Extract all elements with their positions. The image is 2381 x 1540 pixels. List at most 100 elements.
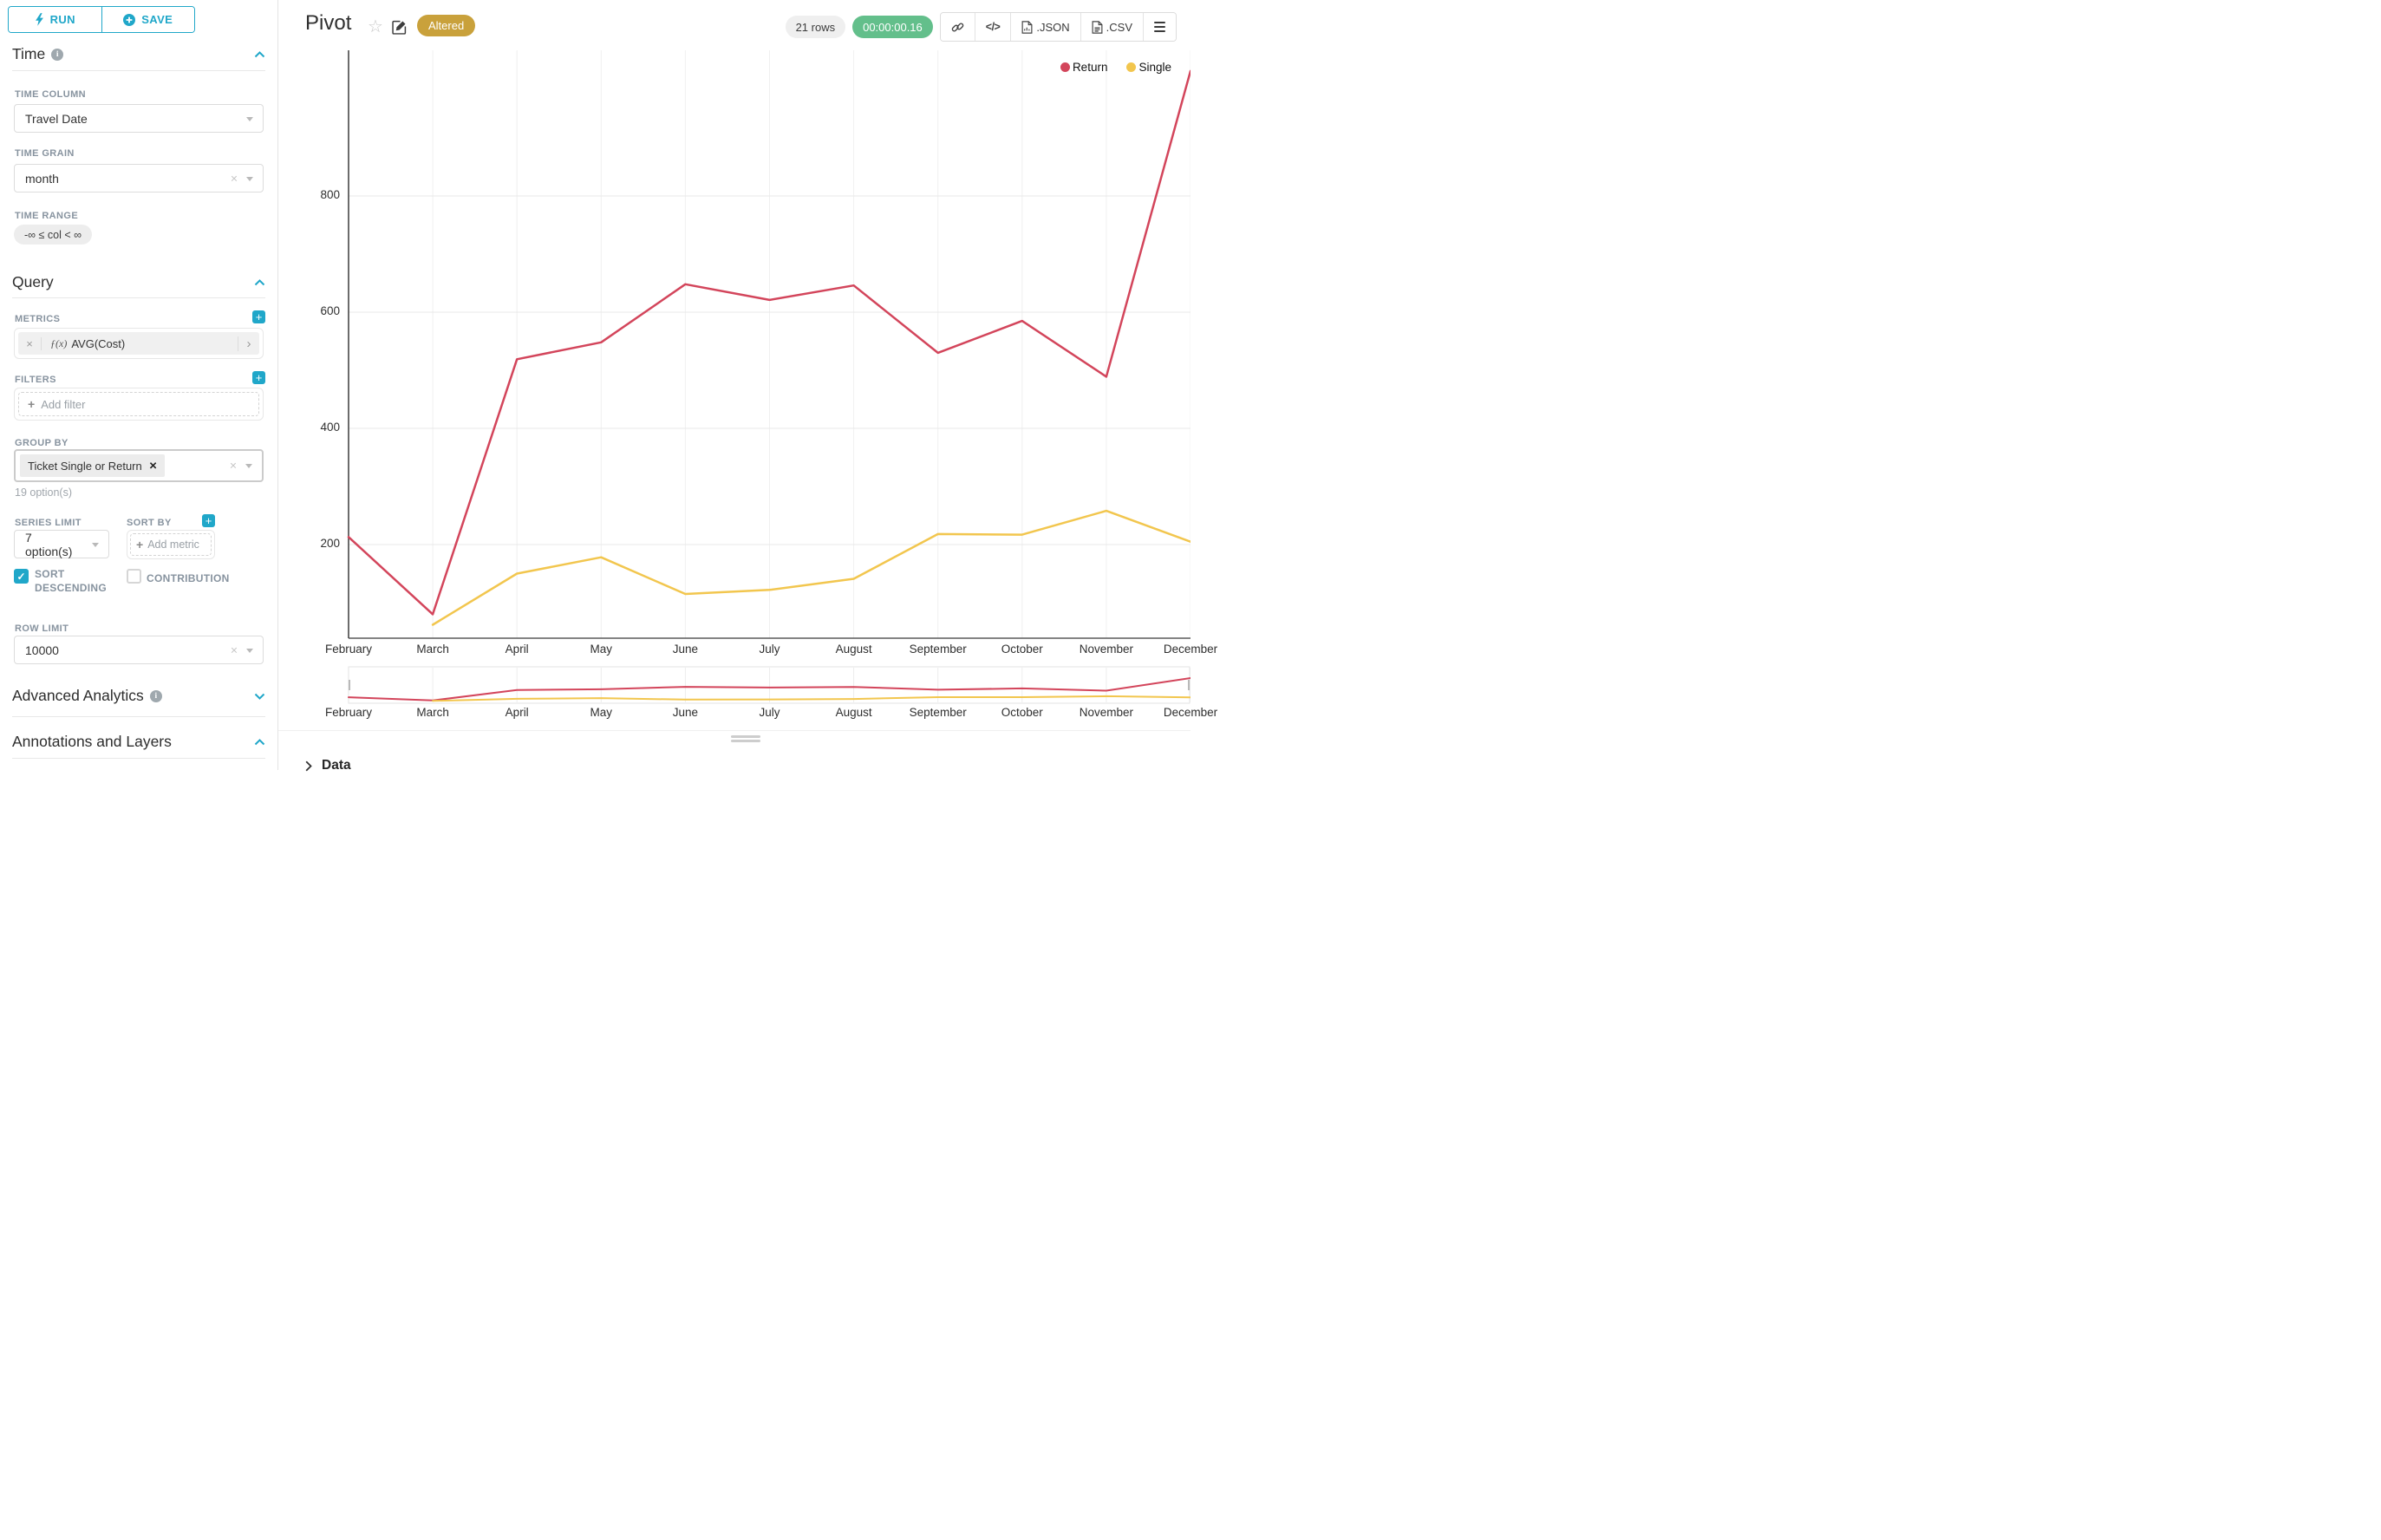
minimap-x-label: September bbox=[909, 706, 967, 719]
x-axis-label: May bbox=[590, 643, 613, 656]
function-icon: ƒ(x) bbox=[50, 336, 68, 349]
query-timer-badge: 00:00:00.16 bbox=[852, 16, 933, 38]
add-sort-metric-button[interactable]: + bbox=[202, 514, 215, 527]
minimap-series-single bbox=[432, 695, 1190, 702]
group-by-label: GROUP BY bbox=[15, 438, 68, 448]
chevron-right-icon[interactable]: › bbox=[238, 336, 259, 351]
contribution-label: CONTRIBUTION bbox=[147, 572, 230, 584]
clear-icon[interactable]: × bbox=[229, 458, 237, 473]
legend-item-single[interactable]: Single bbox=[1126, 61, 1171, 74]
time-range-pill[interactable]: -∞ ≤ col < ∞ bbox=[14, 225, 93, 245]
csv-file-icon bbox=[1092, 20, 1103, 34]
filters-label: FILTERS bbox=[15, 375, 56, 385]
minimap-x-label: October bbox=[1001, 706, 1043, 719]
hamburger-icon bbox=[1154, 21, 1165, 33]
edit-pencil-icon[interactable] bbox=[392, 20, 407, 39]
plus-icon: + bbox=[136, 538, 144, 551]
legend-item-return[interactable]: Return bbox=[1060, 61, 1108, 74]
chevron-up-icon[interactable] bbox=[254, 738, 265, 746]
export-json-button[interactable]: .JSON bbox=[1010, 13, 1080, 41]
remove-chip-icon[interactable]: ✕ bbox=[148, 461, 158, 472]
caret-down-icon bbox=[92, 542, 99, 547]
group-by-options-hint: 19 option(s) bbox=[15, 486, 73, 499]
group-by-chip[interactable]: Ticket Single or Return ✕ bbox=[20, 454, 166, 477]
time-column-select[interactable]: Travel Date bbox=[14, 104, 264, 133]
time-section-header[interactable]: Time i bbox=[12, 45, 265, 63]
save-button[interactable]: SAVE bbox=[101, 7, 194, 32]
y-axis-tick-label: 800 bbox=[320, 188, 340, 201]
clear-icon[interactable]: × bbox=[230, 170, 238, 185]
legend-label: Return bbox=[1072, 61, 1108, 74]
chart-legend: Return Single bbox=[1060, 61, 1171, 74]
row-limit-label: ROW LIMIT bbox=[15, 623, 69, 634]
contribution-checkbox[interactable]: ✓ bbox=[127, 569, 141, 584]
chevron-up-icon[interactable] bbox=[254, 278, 265, 286]
time-column-label: TIME COLUMN bbox=[15, 89, 87, 100]
share-link-button[interactable] bbox=[940, 13, 975, 41]
row-limit-select[interactable]: 10000 × bbox=[14, 636, 264, 664]
data-panel-toggle[interactable]: Data bbox=[305, 758, 351, 773]
minimap-x-label: April bbox=[505, 706, 529, 719]
add-metric-placeholder[interactable]: + Add metric bbox=[130, 533, 212, 556]
section-divider bbox=[12, 758, 265, 759]
y-axis-tick-label: 200 bbox=[320, 537, 340, 550]
x-axis-label: March bbox=[416, 643, 449, 656]
time-grain-label: TIME GRAIN bbox=[15, 148, 75, 159]
link-icon bbox=[951, 22, 964, 32]
chevron-up-icon[interactable] bbox=[254, 50, 265, 58]
lightning-icon bbox=[35, 13, 43, 26]
caret-down-icon bbox=[246, 116, 253, 121]
data-panel-label: Data bbox=[322, 758, 351, 773]
resize-handle[interactable] bbox=[731, 735, 760, 744]
add-filter-placeholder[interactable]: + Add filter bbox=[18, 392, 259, 416]
metric-pill[interactable]: × ƒ(x) AVG(Cost) › bbox=[18, 332, 259, 355]
series-limit-select[interactable]: 7 option(s) bbox=[14, 530, 109, 558]
annotations-header[interactable]: Annotations and Layers bbox=[12, 733, 265, 751]
time-section-title: Time bbox=[12, 45, 46, 62]
sort-descending-checkbox[interactable]: ✓ bbox=[14, 569, 29, 584]
section-divider bbox=[12, 70, 265, 71]
export-csv-button[interactable]: .CSV bbox=[1080, 13, 1143, 41]
info-icon: i bbox=[51, 48, 64, 61]
minimap-x-label: July bbox=[759, 706, 780, 719]
run-button[interactable]: RUN bbox=[9, 7, 101, 32]
add-filter-button[interactable]: + bbox=[252, 371, 265, 384]
sort-descending-label: SORT DESCENDING bbox=[35, 568, 108, 594]
add-metric-button[interactable]: + bbox=[252, 310, 265, 323]
minimap-x-label: June bbox=[672, 706, 699, 719]
menu-button[interactable] bbox=[1143, 13, 1176, 41]
legend-dot bbox=[1060, 62, 1070, 72]
plus-circle-icon bbox=[123, 13, 136, 26]
advanced-analytics-header[interactable]: Advanced Analytics i bbox=[12, 687, 265, 705]
time-grain-value: month bbox=[25, 171, 59, 186]
legend-label: Single bbox=[1138, 61, 1171, 74]
x-axis-label: July bbox=[759, 643, 780, 656]
chevron-down-icon[interactable] bbox=[254, 693, 265, 700]
x-axis-label: June bbox=[672, 643, 699, 656]
chevron-right-icon bbox=[305, 760, 312, 771]
view-query-button[interactable]: </> bbox=[974, 13, 1011, 41]
favorite-star-icon[interactable]: ☆ bbox=[368, 17, 383, 36]
section-divider bbox=[12, 716, 265, 717]
time-grain-select[interactable]: month × bbox=[14, 164, 264, 192]
metrics-label: METRICS bbox=[15, 314, 61, 324]
code-icon: </> bbox=[985, 21, 1001, 33]
series-limit-value: 7 option(s) bbox=[25, 530, 73, 558]
x-axis-label: December bbox=[1163, 643, 1218, 656]
save-button-label: SAVE bbox=[141, 13, 173, 26]
x-axis-label: April bbox=[505, 643, 529, 656]
remove-metric-icon[interactable]: × bbox=[18, 336, 42, 350]
group-by-select[interactable]: Ticket Single or Return ✕ × bbox=[14, 449, 264, 482]
export-button-bar: </> .JSON .CSV bbox=[939, 12, 1177, 42]
x-axis-label: August bbox=[835, 643, 872, 656]
json-file-icon bbox=[1021, 20, 1033, 34]
minimap-x-label: August bbox=[835, 706, 872, 719]
query-section-header[interactable]: Query bbox=[12, 273, 265, 291]
minimap-x-label: November bbox=[1079, 706, 1134, 719]
json-label: .JSON bbox=[1036, 20, 1070, 34]
legend-dot bbox=[1126, 62, 1137, 72]
clear-icon[interactable]: × bbox=[230, 642, 238, 656]
panel-resize-divider bbox=[278, 730, 1190, 731]
minimap-x-label: May bbox=[590, 706, 613, 719]
run-save-button-group: RUN SAVE bbox=[8, 6, 195, 33]
